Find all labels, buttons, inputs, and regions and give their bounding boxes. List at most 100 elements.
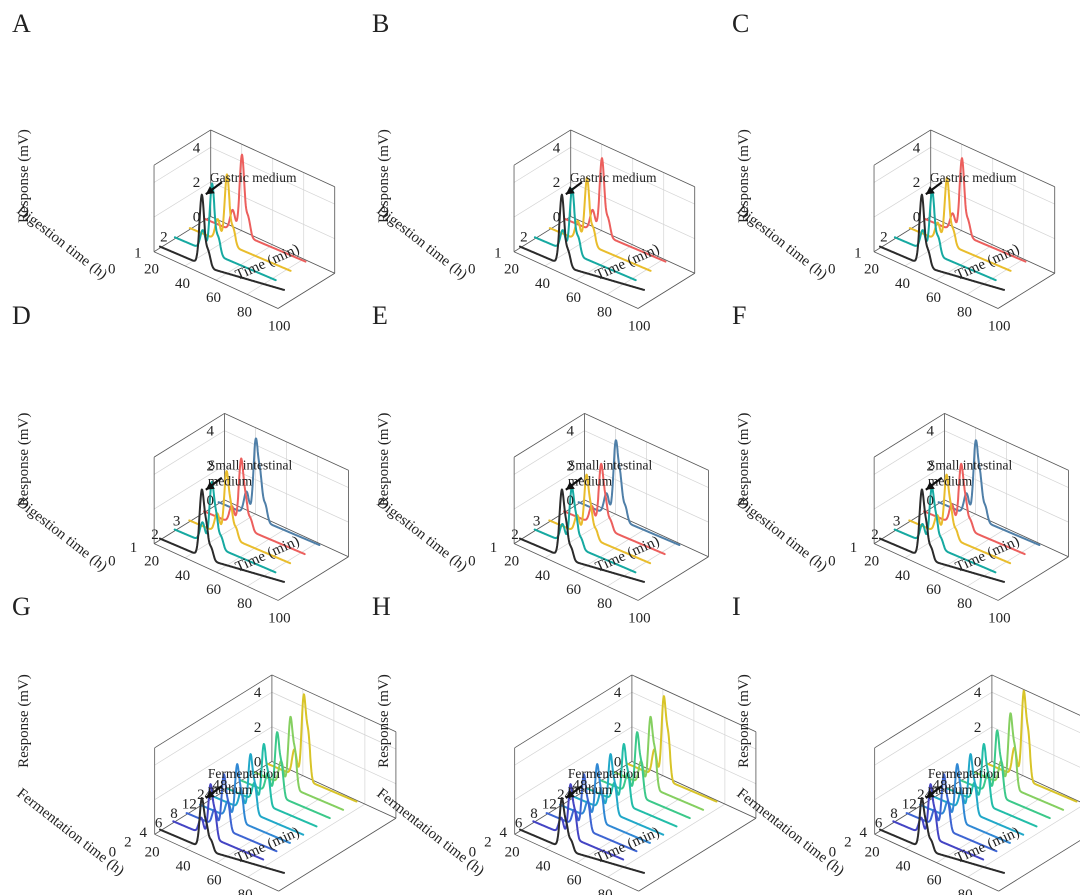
series-line: [217, 437, 321, 546]
x-tick-label: 80: [957, 596, 972, 612]
z-tick-label: 0: [254, 754, 262, 770]
y-tick-label: 1: [490, 540, 498, 556]
z-tick-label: 4: [553, 140, 561, 156]
y-tick-label: 4: [139, 825, 147, 841]
y-tick-label: 12: [902, 796, 917, 812]
z-tick-label: 2: [566, 458, 574, 474]
annotation-text: Small intestinal: [568, 458, 653, 473]
x-tick-label: 60: [566, 582, 581, 598]
series-axis-label: Fermentation time (h): [14, 786, 128, 880]
x-tick-label: 100: [628, 610, 651, 626]
arrow-head: [925, 186, 935, 195]
z-axis-label: Response (mV): [16, 674, 32, 768]
axis-labels: 2040608010002402468122448Response (mV)Ti…: [14, 674, 302, 895]
panel-letter: E: [372, 301, 388, 330]
x-tick-label: 80: [238, 887, 253, 895]
y-tick-label: 24: [917, 787, 933, 803]
series-line: [532, 783, 625, 861]
z-tick-label: 0: [913, 209, 921, 225]
axes-box: [153, 129, 336, 309]
x-tick-label: 60: [206, 582, 221, 598]
axes-box: [514, 674, 757, 892]
series-line: [533, 187, 637, 282]
x-tick-label: 80: [597, 596, 612, 612]
annotation-text: Gastric medium: [570, 170, 657, 185]
series-axis-label: Digestion time (h): [14, 495, 111, 575]
z-axis-label: Response (mV): [736, 674, 752, 768]
z-tick-label: 0: [926, 493, 934, 509]
axis-labels: 2040608010002402468122448Response (mV)Ti…: [734, 674, 1022, 895]
x-tick-label: 40: [176, 859, 191, 875]
panel-i: I2040608010002402468122448Response (mV)T…: [732, 592, 1080, 895]
z-tick-label: 0: [974, 754, 982, 770]
z-tick-label: 2: [254, 720, 262, 736]
x-tick-label: 80: [598, 887, 613, 895]
arrow-head: [205, 481, 215, 490]
y-tick-label: 0: [828, 262, 836, 278]
x-tick-label: 20: [864, 554, 879, 570]
y-tick-label: 3: [893, 513, 901, 529]
series-line: [159, 488, 285, 583]
x-tick-label: 60: [926, 290, 941, 306]
annotation-text: Gastric medium: [930, 170, 1017, 185]
x-tick-label: 40: [895, 568, 910, 584]
panel-g: G2040608010002402468122448Response (mV)T…: [12, 592, 397, 895]
series-line: [879, 797, 1005, 874]
x-tick-label: 100: [268, 610, 291, 626]
annotation-text: medium: [208, 782, 253, 797]
x-tick-label: 20: [144, 554, 159, 570]
z-tick-label: 2: [193, 175, 201, 191]
y-tick-label: 2: [844, 835, 852, 851]
y-tick-label: 2: [124, 835, 132, 851]
traces: [519, 439, 681, 583]
arrow-head: [925, 481, 935, 490]
series-axis-label: Fermentation time (h): [374, 786, 488, 880]
z-tick-label: 4: [614, 685, 622, 701]
traces: [879, 439, 1041, 583]
series-line: [188, 470, 292, 565]
y-tick-label: 8: [530, 806, 538, 822]
axes-box: [153, 413, 349, 601]
panel-letter: D: [12, 301, 31, 330]
y-tick-label: 24: [557, 787, 573, 803]
y-tick-label: 2: [880, 229, 888, 245]
x-tick-label: 80: [597, 304, 612, 320]
series-axis-label: Digestion time (h): [734, 495, 831, 575]
x-tick-label: 20: [144, 262, 159, 278]
panel-letter: B: [372, 9, 389, 38]
y-tick-label: 0: [108, 262, 116, 278]
z-axis-label: Response (mV): [16, 413, 32, 507]
panel-letter: H: [372, 592, 391, 621]
series-line: [203, 153, 307, 263]
y-tick-label: 1: [130, 540, 138, 556]
series-line: [519, 797, 645, 874]
annotation-text: medium: [928, 782, 973, 797]
x-tick-label: 20: [864, 262, 879, 278]
arrow-head: [925, 790, 935, 798]
z-tick-label: 0: [206, 493, 214, 509]
annotation-text: medium: [928, 474, 973, 489]
series-line: [577, 439, 681, 546]
series-line: [879, 488, 1005, 583]
z-tick-label: 2: [206, 458, 214, 474]
panel-letter: G: [12, 592, 31, 621]
arrow-head: [565, 186, 575, 195]
y-tick-label: 1: [854, 245, 862, 261]
y-tick-label: 24: [197, 787, 213, 803]
x-tick-label: 100: [988, 319, 1011, 335]
x-tick-label: 20: [865, 844, 880, 860]
x-tick-label: 100: [268, 319, 291, 335]
z-axis-label: Response (mV): [376, 674, 392, 768]
x-tick-label: 60: [567, 873, 582, 889]
x-tick-label: 40: [175, 568, 190, 584]
